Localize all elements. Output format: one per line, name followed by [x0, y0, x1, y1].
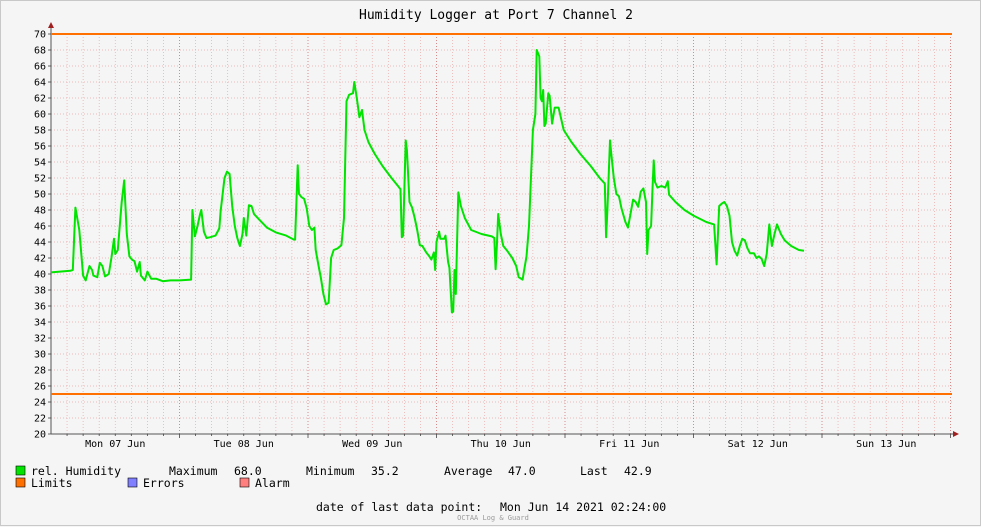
- legend-alarm-label: Alarm: [255, 476, 290, 490]
- humidity-line: [50, 49, 805, 314]
- limits-swatch: [15, 477, 26, 488]
- y-tick-label: 38: [34, 286, 46, 297]
- x-tick-label: Thu 10 Jun: [471, 439, 531, 450]
- legend-minimum-label: Minimum: [306, 464, 355, 478]
- legend-last-label: Last: [580, 464, 608, 478]
- y-tick-label: 36: [34, 302, 46, 313]
- y-tick-label: 54: [34, 158, 46, 169]
- y-axis-ticks: 20 22 24 26 28 30 32 34 36 38 40 42 44 46 48 50 52 54 56 58…: [34, 30, 51, 441]
- y-tick-label: 24: [34, 398, 46, 409]
- x-tick-label: Fri 11 Jun: [599, 439, 659, 450]
- x-tick-label: Tue 08 Jun: [214, 439, 274, 450]
- x-tick-label: Wed 09 Jun: [342, 439, 402, 450]
- x-tick-label: Sun 13 Jun: [856, 439, 916, 450]
- chart-title: Humidity Logger at Port 7 Channel 2: [359, 8, 633, 23]
- y-tick-label: 26: [34, 382, 46, 393]
- chart-axes: [48, 22, 959, 437]
- y-tick-label: 20: [34, 430, 46, 441]
- last-data-point-label: date of last data point:: [316, 500, 482, 514]
- legend-minimum-value: 35.2: [371, 464, 399, 478]
- legend-humidity-label: rel. Humidity: [31, 464, 121, 478]
- errors-swatch: [127, 477, 138, 488]
- y-tick-label: 64: [34, 78, 46, 89]
- y-tick-label: 44: [34, 238, 46, 249]
- legend-limits-label: Limits: [31, 476, 73, 490]
- legend-average-value: 47.0: [508, 464, 536, 478]
- legend-maximum-label: Maximum: [169, 464, 218, 478]
- y-tick-label: 40: [34, 270, 46, 281]
- x-axis-ticks: Mon 07 Jun Tue 08 Jun Wed 09 Jun Thu 10 Jun…: [66, 434, 951, 450]
- y-tick-label: 68: [34, 46, 46, 57]
- y-tick-label: 66: [34, 62, 46, 73]
- watermark: OCTAA Log & Guard: [457, 514, 529, 522]
- y-tick-label: 32: [34, 334, 46, 345]
- x-axis-arrow: [953, 431, 959, 437]
- x-tick-label: Mon 07 Jun: [85, 439, 145, 450]
- y-tick-label: 70: [34, 30, 46, 41]
- last-data-point-value: Mon Jun 14 2021 02:24:00: [500, 500, 666, 514]
- y-tick-label: 22: [34, 414, 46, 425]
- y-axis-arrow: [48, 22, 54, 28]
- y-tick-label: 50: [34, 190, 46, 201]
- x-tick-label: Sat 12 Jun: [728, 439, 788, 450]
- legend-errors-label: Errors: [143, 476, 185, 490]
- y-tick-label: 60: [34, 110, 46, 121]
- y-tick-label: 28: [34, 366, 46, 377]
- y-tick-label: 30: [34, 350, 46, 361]
- humidity-swatch: [15, 465, 26, 476]
- y-tick-label: 48: [34, 206, 46, 217]
- y-tick-label: 42: [34, 254, 46, 265]
- y-tick-label: 58: [34, 126, 46, 137]
- y-tick-label: 34: [34, 318, 46, 329]
- legend-maximum-value: 68.0: [234, 464, 262, 478]
- y-tick-label: 56: [34, 142, 46, 153]
- legend-average-label: Average: [444, 464, 493, 478]
- legend-last-value: 42.9: [624, 464, 652, 478]
- limit-lines: [51, 33, 952, 395]
- y-tick-label: 52: [34, 174, 46, 185]
- humidity-series: [50, 49, 805, 314]
- alarm-swatch: [239, 477, 250, 488]
- y-tick-label: 46: [34, 222, 46, 233]
- y-tick-label: 62: [34, 94, 46, 105]
